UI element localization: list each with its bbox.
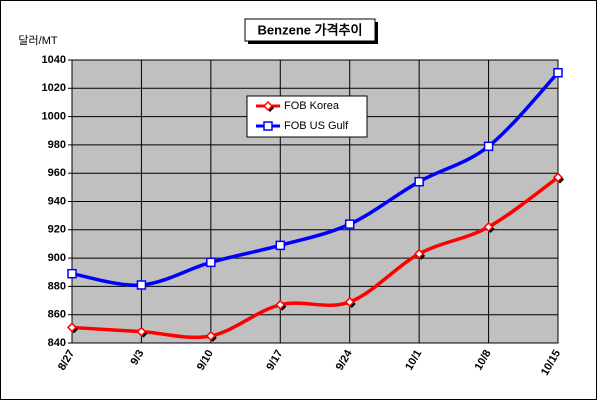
marker — [344, 296, 355, 308]
marker — [136, 280, 147, 290]
y-tick-label: 920 — [48, 224, 66, 236]
legend-label: FOB US Gulf — [284, 120, 349, 132]
chart-title: Benzene 가격추이 — [258, 22, 363, 37]
y-tick-label: 880 — [48, 280, 66, 292]
y-tick-label: 1020 — [42, 82, 66, 94]
y-tick-label: 1040 — [42, 54, 66, 66]
marker — [414, 248, 425, 259]
legend-marker — [263, 121, 273, 131]
marker — [66, 322, 78, 333]
title-box — [244, 18, 376, 42]
marker — [344, 219, 355, 229]
marker — [275, 299, 286, 310]
y-tick-label: 980 — [48, 139, 66, 151]
marker — [206, 257, 216, 268]
marker — [483, 141, 494, 152]
y-axis-label: 달러/MT — [18, 34, 57, 47]
y-tick-label: 860 — [48, 309, 66, 321]
marker — [552, 172, 564, 183]
marker — [414, 176, 424, 187]
legend-label: FOB Korea — [284, 100, 340, 112]
marker — [136, 326, 147, 337]
y-tick-label: 900 — [48, 252, 66, 264]
marker — [67, 268, 77, 279]
y-tick-label: 1000 — [42, 111, 66, 123]
marker — [483, 221, 494, 233]
legend-marker — [262, 100, 274, 112]
y-tick-label: 940 — [48, 195, 66, 207]
marker — [553, 67, 563, 78]
marker — [275, 240, 286, 251]
marker — [205, 330, 216, 341]
y-tick-label: 840 — [48, 337, 66, 349]
y-tick-label: 960 — [48, 167, 66, 179]
